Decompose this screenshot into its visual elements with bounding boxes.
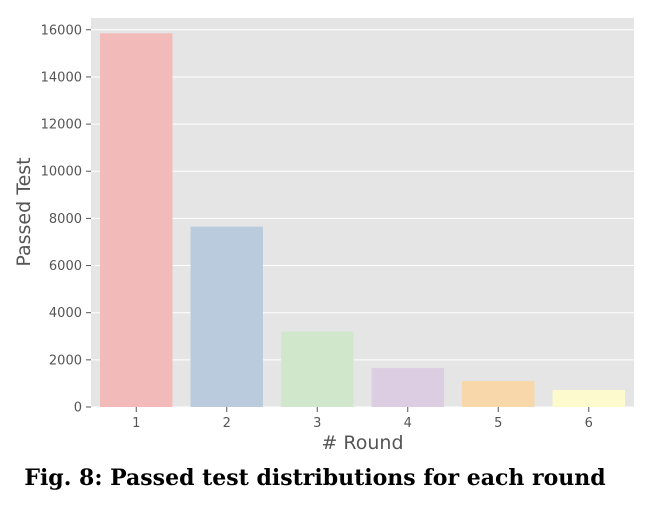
x-tick-label: 3 [313, 416, 321, 431]
y-tick-label: 16000 [41, 23, 82, 38]
grid-lines [91, 29, 634, 408]
y-tick-label: 14000 [41, 70, 82, 85]
bar-round-4 [371, 368, 444, 407]
bar-round-6 [552, 390, 625, 407]
y-tick-label: 6000 [49, 259, 82, 274]
x-axis-ticks: 1 2 3 4 5 6 [132, 407, 593, 431]
x-tick-label: 1 [132, 416, 140, 431]
plot-area [91, 18, 634, 407]
bar-chart: 0 2000 4000 6000 8000 10000 12000 14000 16000 1 2… [13, 18, 634, 454]
figure-caption: Fig. 8: Passed test distributions for ea… [24, 465, 606, 491]
bar-round-5 [462, 381, 535, 407]
x-axis-label: # Round [321, 432, 403, 454]
y-axis-ticks: 0 2000 4000 6000 8000 10000 12000 14000 16000 [41, 23, 91, 416]
x-tick-label: 6 [585, 416, 593, 431]
y-tick-label: 8000 [49, 212, 82, 227]
bars [100, 33, 625, 407]
x-tick-label: 5 [494, 416, 502, 431]
y-tick-label: 0 [74, 401, 82, 416]
bar-round-3 [281, 331, 354, 407]
x-tick-label: 2 [223, 416, 231, 431]
bar-round-1 [100, 33, 173, 407]
y-tick-label: 2000 [49, 353, 82, 368]
bar-round-2 [190, 226, 263, 407]
y-tick-label: 12000 [41, 118, 82, 133]
y-axis-label: Passed Test [13, 157, 35, 266]
y-tick-label: 4000 [49, 306, 82, 321]
x-tick-label: 4 [404, 416, 412, 431]
y-tick-label: 10000 [41, 165, 82, 180]
